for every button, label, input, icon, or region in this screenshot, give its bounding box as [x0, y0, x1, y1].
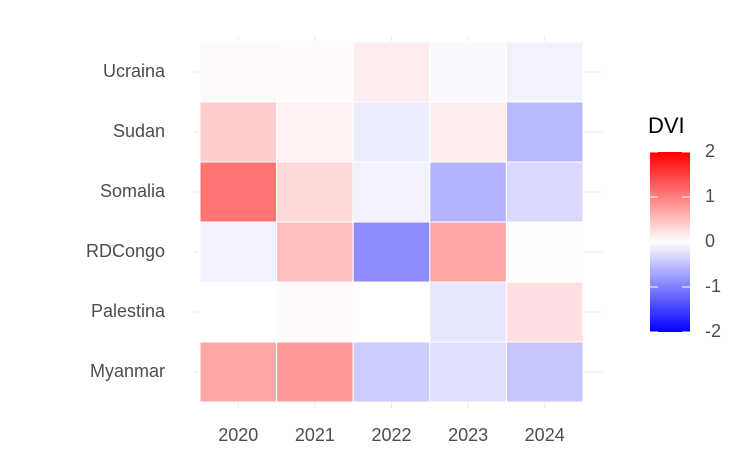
heatmap-cell [505, 41, 584, 103]
heatmap-cell [352, 281, 431, 343]
y-tick-label: Somalia [100, 181, 166, 201]
y-tick-label: Ucraina [103, 61, 166, 81]
heatmap-cell [352, 41, 431, 103]
heatmap-cell [505, 101, 584, 163]
heatmap-cell [276, 101, 354, 163]
heatmap-cell [352, 161, 431, 223]
colorbar-tick-label: 0 [705, 231, 715, 251]
heatmap-cell [199, 41, 278, 103]
colorbar-tick-label: -1 [705, 276, 721, 296]
colorbar-tick-label: 1 [705, 186, 715, 206]
x-tick-label: 2020 [218, 425, 258, 445]
heatmap-cell [199, 341, 278, 403]
legend-title: DVI [648, 113, 685, 138]
heatmap-cell [276, 41, 354, 103]
heatmap-cell [199, 161, 278, 223]
heatmap-cell [505, 161, 584, 223]
heatmap-cell [352, 221, 431, 283]
x-tick-label: 2021 [295, 425, 335, 445]
heatmap-cell [505, 281, 584, 343]
heatmap-cell [505, 341, 584, 403]
x-tick-label: 2023 [448, 425, 488, 445]
heatmap-cell [199, 221, 278, 283]
y-tick-label: Palestina [91, 301, 166, 321]
colorbar-tick-label: -2 [705, 321, 721, 341]
y-tick-label: Myanmar [90, 361, 165, 381]
heatmap-cell [276, 221, 354, 283]
heatmap-cell [276, 161, 354, 223]
heatmap-cell [429, 221, 507, 283]
heatmap-cell [429, 41, 507, 103]
heatmap-cell [199, 281, 278, 343]
x-tick-label: 2022 [371, 425, 411, 445]
heatmap-cell [352, 341, 431, 403]
heatmap-cell [429, 101, 507, 163]
x-tick-label: 2024 [525, 425, 565, 445]
heatmap-cell [352, 101, 431, 163]
heatmap-cell [429, 341, 507, 403]
heatmap-cell [199, 101, 278, 163]
heatmap-cell [505, 221, 584, 283]
heatmap-cell [276, 341, 354, 403]
heatmap-cell [429, 281, 507, 343]
heatmap-cell [429, 161, 507, 223]
y-tick-label: Sudan [113, 121, 165, 141]
colorbar-tick-label: 2 [705, 141, 715, 161]
y-tick-label: RDCongo [86, 241, 165, 261]
heatmap-cell [276, 281, 354, 343]
